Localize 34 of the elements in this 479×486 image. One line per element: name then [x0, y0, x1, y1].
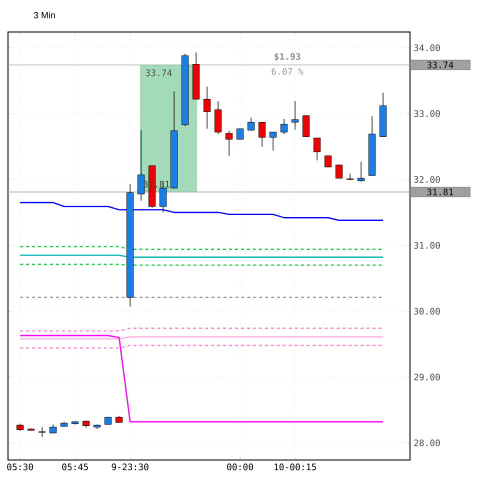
ref-line-label: 33.74 [427, 62, 454, 68]
annotation: 33.74 [146, 69, 172, 76]
candlestick [214, 100, 222, 134]
candlestick [138, 130, 145, 201]
chart-title: 3 Min [34, 12, 55, 18]
y-tick-label: 28.00 [414, 439, 440, 446]
y-tick-label: 32.00 [414, 176, 440, 183]
y-tick-label: 31.00 [414, 242, 440, 249]
candlestick [280, 118, 288, 134]
ref-line-label: 31.81 [427, 188, 454, 196]
candlestick [314, 138, 321, 161]
candlestick [226, 130, 233, 156]
annotation: 6.07 % [272, 68, 304, 75]
y-tick-label: 29.00 [414, 374, 440, 380]
x-tick-label: 10-00:15 [274, 464, 316, 470]
candlestick [324, 155, 332, 168]
candlestick [358, 161, 365, 182]
candlestick [270, 132, 277, 151]
y-tick-label: 33.00 [414, 110, 440, 118]
y-tick-label: 34.00 [414, 44, 440, 52]
candlestick [346, 173, 354, 181]
candlestick [292, 100, 299, 130]
x-tick-label: 05:45 [62, 464, 88, 470]
candlestick [336, 164, 343, 179]
candlestick [258, 122, 266, 147]
candlestick [302, 114, 310, 138]
x-tick-label: 05:30 [7, 464, 34, 470]
annotation: $1.93 [274, 52, 300, 62]
candlestick [204, 86, 211, 130]
x-tick-label: 9-23:30 [112, 464, 148, 470]
x-tick-label: 00:00 [227, 464, 253, 470]
y-tick-label: 30.00 [414, 308, 440, 315]
candlestick [248, 117, 255, 132]
candlestick [236, 128, 244, 140]
